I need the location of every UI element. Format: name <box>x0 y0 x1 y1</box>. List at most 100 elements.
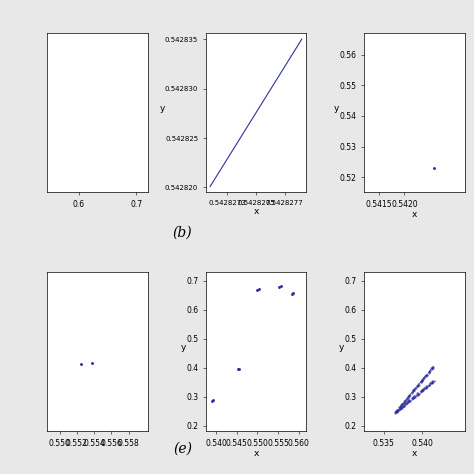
Point <box>408 394 416 402</box>
Point <box>419 376 426 384</box>
Point <box>410 394 417 401</box>
Point <box>404 398 412 405</box>
Point <box>410 387 417 394</box>
Point <box>412 384 419 392</box>
Point <box>397 404 405 411</box>
Point <box>288 290 295 298</box>
Point <box>427 379 434 387</box>
Point <box>429 364 437 372</box>
Point <box>425 381 433 389</box>
Point <box>418 388 425 395</box>
Point <box>393 407 401 415</box>
Point <box>422 373 429 380</box>
Point <box>405 392 413 400</box>
Point <box>403 395 410 402</box>
Point <box>423 383 431 391</box>
Point <box>423 371 431 379</box>
Point <box>400 402 407 410</box>
Point <box>419 387 426 394</box>
Point <box>422 382 430 390</box>
Point <box>395 406 402 413</box>
Point <box>422 373 429 380</box>
Point <box>395 406 403 414</box>
Point <box>403 399 410 406</box>
Point <box>395 403 403 410</box>
Point <box>397 401 405 409</box>
Point <box>400 399 408 407</box>
Point <box>89 359 96 366</box>
Point <box>419 375 427 383</box>
Point <box>410 392 418 400</box>
Y-axis label: y: y <box>339 343 345 352</box>
Point <box>254 286 261 294</box>
Point <box>391 409 399 417</box>
Point <box>395 405 402 413</box>
Point <box>290 289 297 297</box>
Point <box>402 399 410 407</box>
Y-axis label: y: y <box>159 104 165 113</box>
Point <box>417 387 425 395</box>
Point <box>275 283 283 291</box>
Point <box>397 402 404 410</box>
Point <box>422 371 430 379</box>
Point <box>409 394 416 401</box>
Point <box>413 383 421 390</box>
Point <box>418 386 426 394</box>
Point <box>398 404 405 411</box>
X-axis label: x: x <box>253 449 259 458</box>
Point <box>398 400 406 408</box>
Point <box>431 164 438 172</box>
Point <box>410 385 418 392</box>
Point <box>393 407 401 415</box>
Point <box>392 408 400 416</box>
Point <box>419 374 427 382</box>
Text: (b): (b) <box>173 226 192 240</box>
Point <box>418 386 426 394</box>
Point <box>400 401 408 409</box>
Point <box>425 368 433 376</box>
Point <box>408 388 416 395</box>
Point <box>425 369 433 376</box>
Point <box>420 384 428 392</box>
Point <box>418 377 426 385</box>
Point <box>422 384 429 392</box>
Point <box>397 405 404 412</box>
Point <box>401 402 408 410</box>
Point <box>420 374 428 382</box>
Point <box>235 365 243 372</box>
Point <box>404 393 412 401</box>
Point <box>426 379 434 387</box>
Point <box>414 381 422 388</box>
Point <box>208 397 216 405</box>
Point <box>396 404 404 412</box>
Point <box>414 390 422 397</box>
Point <box>420 384 428 392</box>
Point <box>422 384 429 392</box>
Point <box>410 394 417 401</box>
Point <box>428 378 436 386</box>
Point <box>419 385 427 392</box>
Point <box>428 365 435 372</box>
Point <box>418 376 426 383</box>
Point <box>406 397 414 405</box>
Point <box>426 366 434 374</box>
Point <box>405 397 413 405</box>
Point <box>425 369 432 376</box>
Point <box>410 393 417 401</box>
Point <box>401 397 409 405</box>
Point <box>410 393 418 401</box>
Point <box>418 376 426 383</box>
Point <box>402 396 410 403</box>
Point <box>405 396 413 404</box>
Point <box>418 386 426 394</box>
Point <box>406 396 413 404</box>
Point <box>413 390 421 397</box>
Point <box>415 390 422 398</box>
Point <box>393 407 401 415</box>
Point <box>399 402 406 410</box>
X-axis label: x: x <box>412 210 417 219</box>
Y-axis label: y: y <box>334 104 339 113</box>
Point <box>401 401 409 408</box>
X-axis label: x: x <box>253 208 259 217</box>
Point <box>399 400 406 408</box>
